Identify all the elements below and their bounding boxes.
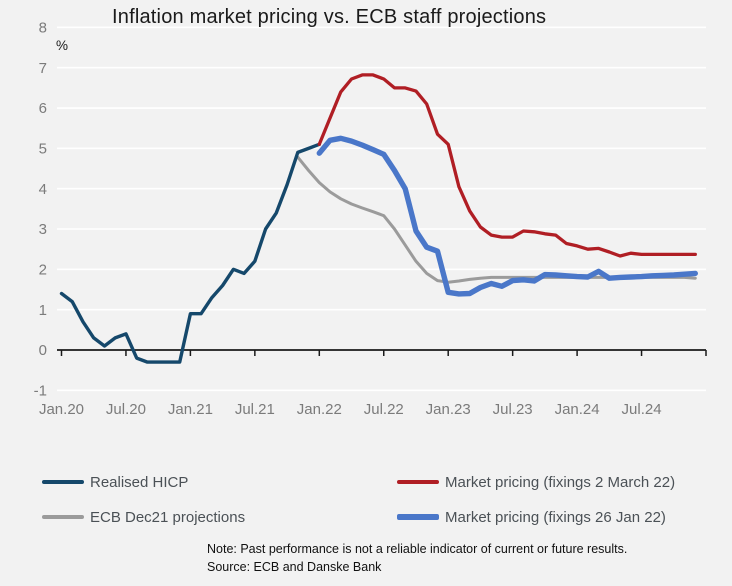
legend-item-ecb-dec21-projections: ECB Dec21 projections xyxy=(42,508,246,526)
y-tick-label: -1 xyxy=(34,383,47,400)
x-tick-label: Jan.20 xyxy=(39,401,84,418)
series-line-ecb-dec21-projections xyxy=(296,155,697,284)
legend-label: Market pricing (fixings 2 March 22) xyxy=(445,473,676,491)
x-tick-label: Jan.22 xyxy=(297,401,342,418)
y-tick-label: 3 xyxy=(39,221,47,238)
legend-item-market-pricing-march22: Market pricing (fixings 2 March 22) xyxy=(397,473,676,491)
legend-item-market-pricing-jan22: Market pricing (fixings 26 Jan 22) xyxy=(397,508,666,526)
inflation-chart-plot: 8 7 6 5 4 3 2 1 0 -1% Jan.20 Jul.20 Jan.21 Jul.21 Jan.… xyxy=(34,20,707,418)
legend-swatch-gray-line xyxy=(42,515,84,519)
x-tick-label: Jul.24 xyxy=(622,401,662,418)
legend-swatch-blue-line xyxy=(397,514,439,520)
x-tick-label: Jan.24 xyxy=(555,401,600,418)
legend-swatch-navy-line xyxy=(42,480,84,484)
series-line-market-pricing-fixings-26-jan-22- xyxy=(316,135,698,297)
y-tick-label: 4 xyxy=(39,181,47,198)
x-tick-label: Jul.21 xyxy=(235,401,275,418)
note-text: Note: Past performance is not a reliable… xyxy=(207,542,628,556)
footnote-block: Note: Past performance is not a reliable… xyxy=(207,540,627,576)
y-tick-label: 7 xyxy=(39,60,47,77)
x-tick-label: Jul.20 xyxy=(106,401,146,418)
x-tick-label: Jan.21 xyxy=(168,401,213,418)
y-axis-unit-label: % xyxy=(56,38,68,53)
legend-label: Realised HICP xyxy=(90,473,189,491)
legend-label: Market pricing (fixings 26 Jan 22) xyxy=(445,508,666,526)
y-tick-label: 5 xyxy=(39,141,47,158)
series-line-realised-hicp xyxy=(59,142,321,364)
x-tick-label: Jul.23 xyxy=(493,401,533,418)
legend-label: ECB Dec21 projections xyxy=(90,508,246,526)
y-tick-label: 2 xyxy=(39,262,47,279)
series-line-market-pricing-fixings-2-march-22- xyxy=(317,73,697,258)
source-text: Source: ECB and Danske Bank xyxy=(207,560,382,574)
x-tick-label: Jan.23 xyxy=(426,401,471,418)
legend-item-realised-hicp: Realised HICP xyxy=(42,473,189,491)
y-tick-label: 0 xyxy=(39,342,47,359)
y-tick-label: 6 xyxy=(39,100,47,117)
legend-swatch-red-line xyxy=(397,480,439,484)
chart-title: Inflation market pricing vs. ECB staff p… xyxy=(112,6,547,28)
y-tick-label: 8 xyxy=(39,20,47,37)
x-tick-label: Jul.22 xyxy=(364,401,404,418)
y-tick-label: 1 xyxy=(39,302,47,319)
